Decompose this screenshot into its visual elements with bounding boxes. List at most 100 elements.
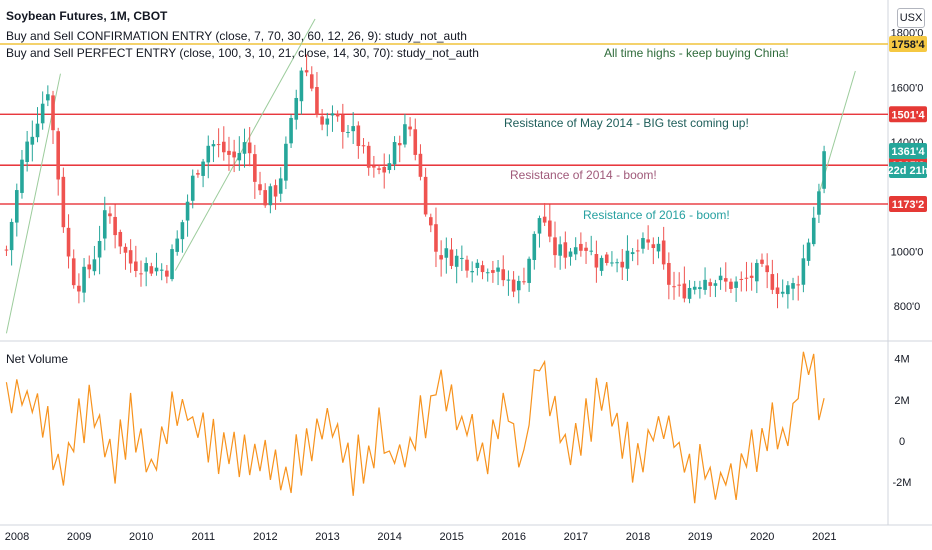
candle-body <box>661 240 666 265</box>
time-axis-label: 2012 <box>253 531 277 543</box>
candle-body <box>656 243 661 252</box>
net-volume-title[interactable]: Net Volume <box>6 352 69 366</box>
candle-body <box>604 254 609 263</box>
level-badge-gold-bg <box>889 36 927 53</box>
candle-body <box>273 185 278 197</box>
candle-body <box>558 244 562 256</box>
candle-body <box>304 70 309 73</box>
candle-body <box>718 275 723 281</box>
time-axis-label: 2016 <box>502 531 526 543</box>
candle-body <box>82 266 86 293</box>
candle-body <box>651 244 656 249</box>
price-axis-label: 1600'0 <box>891 82 924 94</box>
time-axis-label: 2020 <box>750 531 774 543</box>
candle-body <box>760 259 764 264</box>
candle-body <box>227 150 231 155</box>
candle-body <box>4 249 9 251</box>
candle-body <box>801 258 806 285</box>
indicator-2-label[interactable]: Buy and Sell PERFECT ENTRY (close, 100, … <box>6 46 479 60</box>
volume-axis-label: 4M <box>894 354 909 366</box>
candle-body <box>744 277 749 279</box>
candle-body <box>806 242 811 261</box>
net-volume-line <box>5 351 825 504</box>
candle-body <box>149 266 154 274</box>
candle-body <box>289 117 293 144</box>
candle-body <box>356 125 361 146</box>
candle-body <box>268 186 273 206</box>
candle-body <box>71 258 76 286</box>
candle-body <box>30 136 35 145</box>
candle-body <box>185 201 190 221</box>
candle-body <box>325 118 330 125</box>
candle-body <box>485 272 490 274</box>
candle-body <box>641 238 645 249</box>
level-badge-red-bg <box>889 195 927 212</box>
candle-body <box>682 283 687 299</box>
candle-body <box>123 246 128 253</box>
candle-body <box>775 287 780 294</box>
candle-body <box>817 191 821 215</box>
candle-body <box>444 248 449 258</box>
candle-body <box>56 131 60 180</box>
candle-body <box>506 279 511 281</box>
candle-body <box>40 103 45 124</box>
annotation-res-may-2014: Resistance of May 2014 - BIG test coming… <box>504 116 749 130</box>
candle-body <box>77 285 81 292</box>
level-badge-red: 1173'2 <box>889 195 927 212</box>
candle-body <box>221 141 226 153</box>
candle-body <box>346 131 350 133</box>
candle-body <box>677 284 681 286</box>
candlestick-series <box>4 54 826 309</box>
candle-body <box>418 153 423 177</box>
candle-body <box>672 286 676 288</box>
candle-body <box>527 258 531 283</box>
candle-body <box>692 286 697 290</box>
candle-body <box>796 284 801 286</box>
candle-body <box>263 190 267 206</box>
candle-body <box>211 144 216 147</box>
candle-body <box>698 287 702 290</box>
candle-body <box>232 151 236 158</box>
annotation-res-2014: Resistance of 2014 - boom! <box>510 168 657 182</box>
candle-body <box>755 262 759 282</box>
candle-body <box>537 218 542 234</box>
candle-body <box>786 285 790 295</box>
time-axis-label: 2015 <box>439 531 463 543</box>
time-axis-label: 2017 <box>564 531 588 543</box>
candle-body <box>113 216 117 236</box>
candle-body <box>403 124 407 145</box>
candle-body <box>584 247 588 251</box>
time-axis-label: 2018 <box>626 531 650 543</box>
candle-body <box>108 213 112 217</box>
candle-body <box>299 70 304 102</box>
candle-body <box>247 142 252 154</box>
candle-body <box>253 154 257 182</box>
candle-body <box>20 159 24 193</box>
candle-body <box>392 142 397 165</box>
candle-body <box>242 142 247 154</box>
candle-body <box>134 261 138 271</box>
candle-body <box>387 163 392 171</box>
candle-body <box>563 242 568 258</box>
candle-body <box>480 265 485 273</box>
candle-body <box>491 270 495 273</box>
chart-title: Soybean Futures, 1M, CBOT <box>6 9 168 23</box>
candle-body <box>739 278 744 280</box>
candle-body <box>630 252 635 255</box>
candle-body <box>128 250 133 264</box>
price-axis-label: 800'0 <box>894 301 921 313</box>
indicator-1-label[interactable]: Buy and Sell CONFIRMATION ENTRY (close, … <box>6 29 467 43</box>
candle-body <box>377 168 381 170</box>
countdown-badge-text: 22d 21h <box>888 165 929 177</box>
annotation-ath: All time highs - keep buying China! <box>604 46 789 60</box>
candle-body <box>620 261 625 268</box>
candle-body <box>822 151 826 189</box>
candle-body <box>118 231 123 247</box>
candle-body <box>97 240 102 258</box>
price-axis-label: 1000'0 <box>891 246 924 258</box>
currency-button[interactable]: USX <box>897 8 925 28</box>
candle-body <box>511 279 516 292</box>
time-axis-label: 2010 <box>129 531 153 543</box>
